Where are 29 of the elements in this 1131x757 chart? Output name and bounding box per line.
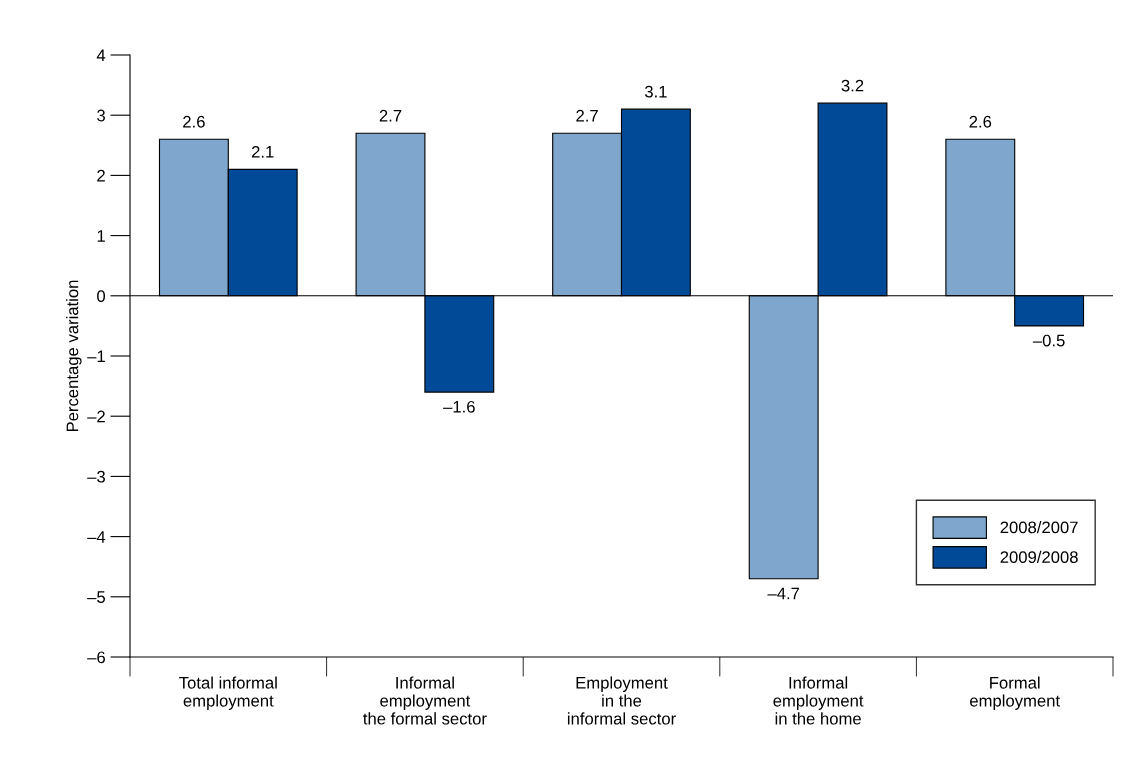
- data-label: –4.7: [767, 587, 800, 600]
- y-tick-label: –5: [87, 591, 105, 603]
- y-axis-title: Percentage variation: [66, 280, 82, 432]
- x-tick-label: Total informal employment: [179, 676, 277, 710]
- data-label: 2.6: [969, 115, 992, 128]
- data-label: 2.1: [251, 145, 274, 158]
- legend-label: 2009/2008: [1000, 550, 1078, 564]
- y-tick-label: –4: [87, 531, 106, 543]
- y-tick-label: –1: [87, 350, 105, 363]
- y-tick-label: 2: [97, 169, 105, 182]
- data-label: 3.1: [644, 85, 667, 98]
- y-tick-label: –2: [87, 410, 105, 423]
- y-tick-label: –3: [87, 470, 105, 483]
- y-tick-label: 1: [97, 230, 105, 242]
- y-tick-label: 0: [97, 290, 106, 302]
- data-label: –1.6: [443, 400, 475, 413]
- data-label: 2.7: [576, 109, 598, 122]
- x-tick-label: Employment in the informal sector: [567, 676, 676, 725]
- y-tick-label: 3: [97, 109, 105, 122]
- data-label: –0.5: [1032, 334, 1065, 347]
- data-label: 2.7: [379, 109, 402, 122]
- data-label: 2.6: [183, 115, 205, 128]
- x-tick-label: Formal employment: [970, 676, 1060, 710]
- y-tick-label: 4: [96, 49, 106, 62]
- x-tick-label: Informal employment the formal sector: [363, 676, 487, 725]
- x-tick-label: Informal employment in the home: [773, 676, 864, 725]
- legend-label: 2008/2007: [1000, 521, 1078, 534]
- data-label: 3.2: [841, 79, 864, 92]
- y-tick-label: –6: [87, 651, 105, 664]
